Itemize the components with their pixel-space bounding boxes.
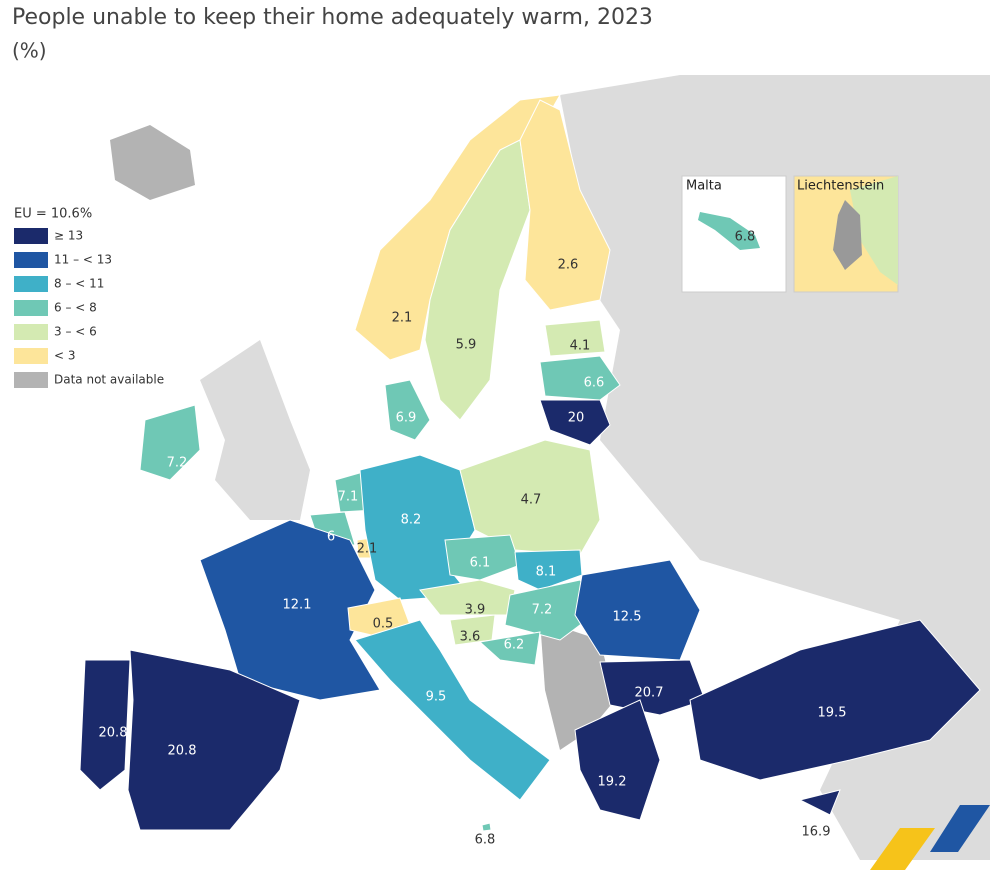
region-value-label: 2.1 [392, 311, 413, 326]
region-value-label: 6.1 [470, 556, 491, 571]
region [574, 699, 661, 821]
region-value-label: 6 [327, 530, 335, 545]
logo [870, 828, 935, 870]
region-value-label: 2.6 [558, 258, 579, 273]
legend-label: 11 – < 13 [54, 253, 112, 267]
region [539, 399, 611, 446]
region [539, 355, 621, 401]
inset-liechtenstein [833, 200, 862, 270]
inset-value-label: 6.8 [735, 230, 756, 245]
region [514, 549, 583, 591]
region-value-label: 9.5 [426, 690, 447, 705]
region [199, 519, 381, 701]
inset-malta [698, 212, 760, 250]
legend-swatch [14, 348, 48, 364]
region-value-label: 20.8 [168, 744, 197, 759]
region-value-label: 0.5 [373, 617, 394, 632]
region [544, 319, 606, 357]
region [359, 454, 476, 601]
region-value-label: 6.9 [396, 411, 417, 426]
region [424, 139, 531, 421]
region-value-label: 6.8 [475, 833, 496, 848]
region-value-label: 6.2 [504, 638, 525, 653]
region-value-label: 20.7 [635, 686, 664, 701]
region-value-label: 19.5 [818, 706, 847, 721]
region-value-label: 20.8 [99, 726, 128, 741]
region [798, 789, 841, 816]
legend-swatch [14, 300, 48, 316]
region-value-label: 20 [568, 411, 585, 426]
legend-swatch [14, 228, 48, 244]
region-value-label: 12.5 [613, 610, 642, 625]
iceland [110, 125, 195, 200]
region-value-label: 16.9 [802, 825, 831, 840]
region-value-label: 7.2 [532, 603, 553, 618]
region-value-label: 3.9 [465, 603, 486, 618]
region-value-label: 6.6 [584, 376, 605, 391]
region-value-label: 7.2 [167, 456, 188, 471]
no-data-region [540, 620, 615, 750]
subtitle: (%) [12, 39, 47, 63]
region [478, 631, 541, 666]
legend-swatch [14, 324, 48, 340]
legend-label: 3 – < 6 [54, 325, 97, 339]
region-value-label: 19.2 [598, 775, 627, 790]
region-value-label: 7.1 [338, 490, 359, 505]
legend-label: < 3 [54, 349, 76, 363]
legend-swatch [14, 252, 48, 268]
region-value-label: 5.9 [456, 338, 477, 353]
title: People unable to keep their home adequat… [12, 5, 653, 30]
region [481, 822, 492, 832]
legend-label: ≥ 13 [54, 229, 83, 243]
legend-title: EU = 10.6% [14, 207, 92, 222]
legend-label: 8 – < 11 [54, 277, 104, 291]
inset-title: Liechtenstein [797, 179, 884, 194]
region [459, 439, 601, 556]
region-value-label: 12.1 [283, 598, 312, 613]
region [79, 659, 131, 791]
legend-swatch [14, 372, 48, 388]
region [599, 659, 706, 716]
inset-title: Malta [686, 179, 722, 194]
region [504, 579, 601, 641]
region-value-label: 2.1 [357, 542, 378, 557]
region [139, 404, 201, 481]
legend-label: 6 – < 8 [54, 301, 97, 315]
legend-swatch [14, 276, 48, 292]
region-value-label: 8.2 [401, 513, 422, 528]
region [444, 534, 521, 581]
region [519, 99, 611, 311]
region-value-label: 8.1 [536, 565, 557, 580]
land-background [200, 340, 310, 520]
region-value-label: 4.7 [521, 493, 542, 508]
legend-label: Data not available [54, 373, 164, 387]
region [384, 379, 431, 441]
region-value-label: 3.6 [460, 630, 481, 645]
logo [930, 805, 990, 852]
region [689, 619, 981, 781]
region [354, 619, 551, 801]
inset-neighbour [850, 176, 898, 285]
region [127, 649, 301, 831]
region-value-label: 4.1 [570, 339, 591, 354]
